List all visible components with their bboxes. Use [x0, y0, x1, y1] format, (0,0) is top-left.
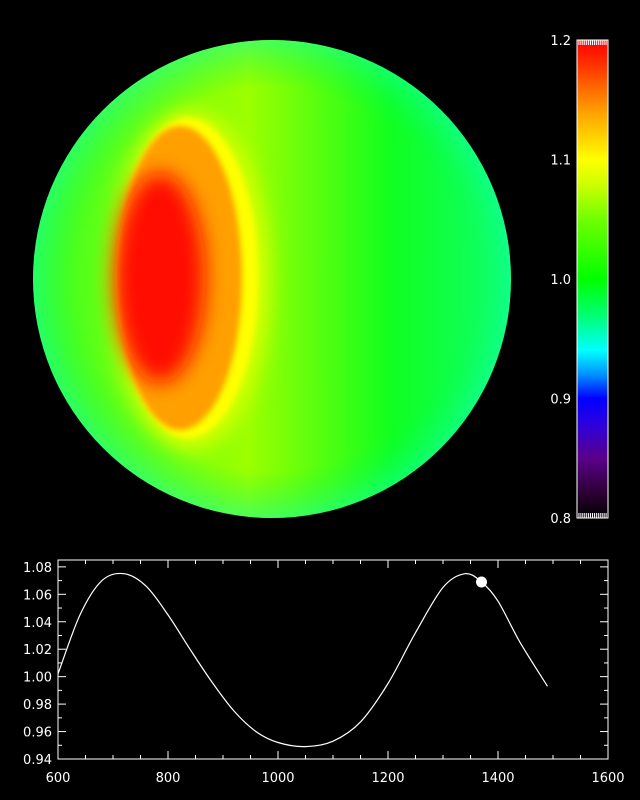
x-tick-label: 600: [46, 771, 71, 786]
y-tick-label: 1.00: [23, 671, 52, 686]
current-phase-marker: [476, 576, 487, 588]
plot-tick-labels: 600 800 1000 1200 1400 1600 0.94 0.96 0.98 1.00 1.…: [23, 561, 625, 786]
colorbar-fill: [577, 40, 608, 518]
colorbar-tick-label: 1.1: [550, 154, 571, 169]
y-tick-label: 0.96: [23, 726, 52, 741]
spot-layers: [33, 40, 511, 518]
y-tick-label: 0.94: [23, 753, 52, 768]
colorbar-tick-label: 1.0: [550, 273, 571, 288]
y-tick-label: 0.98: [23, 698, 52, 713]
plot-ticks: [57, 560, 609, 760]
x-tick-label: 1200: [371, 771, 404, 786]
x-tick-label: 1000: [261, 771, 294, 786]
y-tick-label: 1.02: [23, 643, 52, 658]
disk-limb: [33, 40, 511, 518]
colorbar-tick-label: 0.8: [550, 512, 571, 527]
y-tick-label: 1.04: [23, 616, 52, 631]
colorbar-tick-label: 0.9: [550, 393, 571, 408]
colorbar-tick-label: 1.2: [550, 34, 571, 49]
x-tick-label: 1600: [591, 771, 624, 786]
lightcurve-line: [57, 572, 549, 748]
y-tick-label: 1.08: [23, 561, 52, 576]
y-tick-label: 1.06: [23, 588, 52, 603]
colorbar: 0.8 0.9 1.0 1.1 1.2: [550, 34, 609, 527]
x-tick-label: 800: [156, 771, 181, 786]
plot-frame: [57, 559, 609, 760]
colorbar-minor-ticks: [578, 40, 607, 518]
x-tick-label: 1400: [481, 771, 514, 786]
colorbar-labels: 0.8 0.9 1.0 1.1 1.2: [550, 34, 571, 527]
lightcurve-plot: 600 800 1000 1200 1400 1600 0.94 0.96 0.98 1.00 1.…: [23, 559, 625, 786]
disk-map: [33, 40, 511, 518]
